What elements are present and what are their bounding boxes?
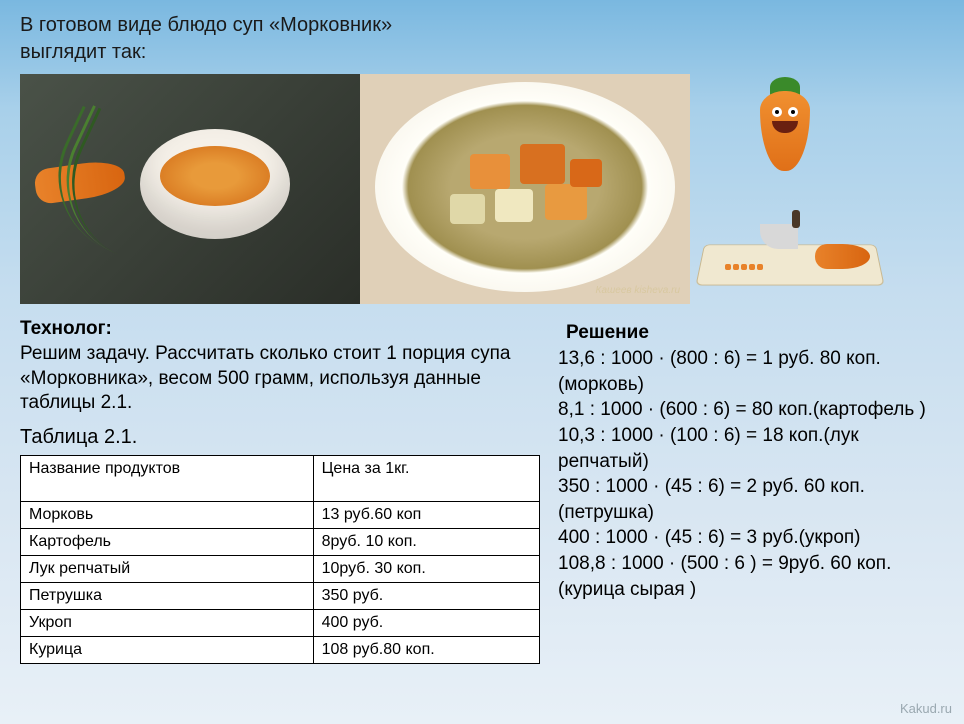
- technologist-heading: Технолог:: [20, 318, 540, 340]
- photo-soup-bowl: [20, 74, 360, 304]
- table-row: Укроп400 руб.: [21, 610, 540, 637]
- images-row: Кашеев kisheva.ru: [0, 74, 964, 304]
- table-cell: Курица: [21, 637, 314, 664]
- table-cell: Картофель: [21, 529, 314, 556]
- solution-line: 10,3 : 1000 · (100 : 6) = 18 коп.(лук ре…: [558, 423, 944, 474]
- solution-heading: Решение: [558, 322, 944, 344]
- table-header-cell: Название продуктов: [21, 456, 314, 502]
- plate-icon: [375, 82, 675, 292]
- cutting-board-icon: [700, 219, 900, 294]
- table-cell: 13 руб.60 коп: [313, 502, 539, 529]
- photo-soup-plate: Кашеев kisheva.ru: [360, 74, 690, 304]
- table-row: Петрушка350 руб.: [21, 583, 540, 610]
- solution-line: 13,6 : 1000 · (800 : 6) = 1 руб. 80 коп.…: [558, 346, 944, 397]
- right-column: Решение 13,6 : 1000 · (800 : 6) = 1 руб.…: [558, 318, 944, 664]
- solution-line: 108,8 : 1000 · (500 : 6 ) = 9руб. 60 коп…: [558, 551, 944, 602]
- table-cell: Лук репчатый: [21, 556, 314, 583]
- table-cell: 10руб. 30 коп.: [313, 556, 539, 583]
- title-line1: В готовом виде блюдо суп «Морковник»: [20, 14, 392, 36]
- table-row: Курица108 руб.80 коп.: [21, 637, 540, 664]
- table-row: Лук репчатый10руб. 30 коп.: [21, 556, 540, 583]
- content-row: Технолог: Решим задачу. Рассчитать сколь…: [0, 304, 964, 664]
- clipart-column: [690, 74, 920, 304]
- veg-chunk-icon: [570, 159, 602, 187]
- table-cell: 108 руб.80 коп.: [313, 637, 539, 664]
- solution-line: 400 : 1000 · (45 : 6) = 3 руб.(укроп): [558, 525, 944, 551]
- photo-watermark: Кашеев kisheva.ru: [596, 285, 680, 296]
- table-body: Морковь13 руб.60 коп Картофель8руб. 10 к…: [21, 502, 540, 664]
- table-header-cell: Цена за 1кг.: [313, 456, 539, 502]
- price-table: Название продуктов Цена за 1кг. Морковь1…: [20, 455, 540, 664]
- slide-title: В готовом виде блюдо суп «Морковник» выг…: [0, 0, 964, 74]
- technologist-text: Решим задачу. Рассчитать сколько стоит 1…: [20, 342, 540, 416]
- table-header-row: Название продуктов Цена за 1кг.: [21, 456, 540, 502]
- solution-line: 350 : 1000 · (45 : 6) = 2 руб. 60 коп.(п…: [558, 474, 944, 525]
- veg-chunk-icon: [450, 194, 485, 224]
- cartoon-carrot-icon: [760, 79, 815, 174]
- veg-chunk-icon: [545, 184, 587, 220]
- veg-chunk-icon: [470, 154, 510, 189]
- soup-icon: [160, 146, 270, 206]
- table-cell: Морковь: [21, 502, 314, 529]
- page-watermark: Kakud.ru: [900, 701, 952, 716]
- left-column: Технолог: Решим задачу. Рассчитать сколь…: [20, 318, 540, 664]
- table-cell: Петрушка: [21, 583, 314, 610]
- veg-chunk-icon: [495, 189, 533, 222]
- table-caption: Таблица 2.1.: [20, 426, 540, 449]
- solution-line: 8,1 : 1000 · (600 : 6) = 80 коп.(картофе…: [558, 397, 944, 423]
- table-row: Морковь13 руб.60 коп: [21, 502, 540, 529]
- table-row: Картофель8руб. 10 коп.: [21, 529, 540, 556]
- table-cell: Укроп: [21, 610, 314, 637]
- table-cell: 350 руб.: [313, 583, 539, 610]
- title-line2: выглядит так:: [20, 41, 146, 63]
- veg-chunk-icon: [520, 144, 565, 184]
- table-cell: 400 руб.: [313, 610, 539, 637]
- table-cell: 8руб. 10 коп.: [313, 529, 539, 556]
